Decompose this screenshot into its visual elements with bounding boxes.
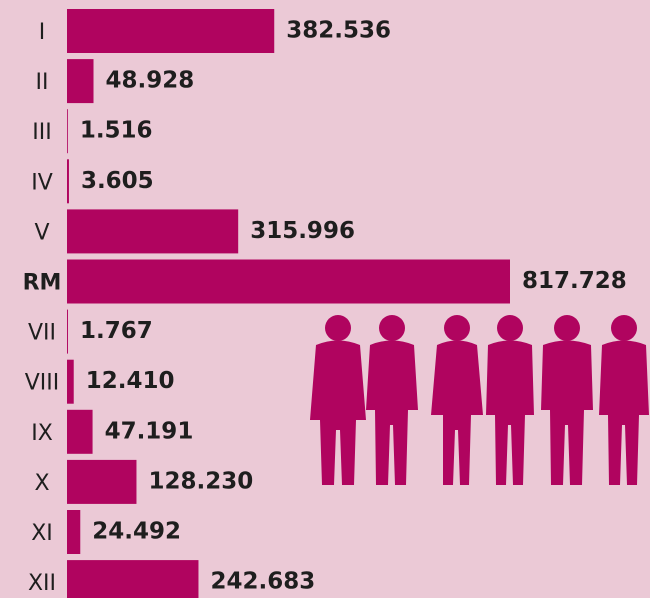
bar <box>67 310 68 354</box>
bar <box>67 209 238 253</box>
value-label: 1.516 <box>80 118 153 144</box>
value-label: 47.191 <box>105 418 194 444</box>
bar <box>67 560 198 598</box>
value-label: 48.928 <box>106 68 195 94</box>
value-label: 242.683 <box>210 569 315 595</box>
value-label: 817.728 <box>522 268 627 294</box>
category-label: IV <box>31 170 53 195</box>
value-label: 24.492 <box>92 519 181 545</box>
category-label: X <box>34 471 49 496</box>
category-label: I <box>39 20 46 45</box>
bar <box>67 9 274 53</box>
value-label: 1.767 <box>80 318 153 344</box>
page: {"chart_data": {"type": "bar", "orientat… <box>0 0 650 598</box>
value-label: 3.605 <box>81 168 154 194</box>
bar <box>67 159 69 203</box>
bar <box>67 109 68 153</box>
bar <box>67 360 74 404</box>
category-label: III <box>32 120 51 145</box>
category-label: VIII <box>25 371 60 396</box>
category-label: VII <box>28 321 56 346</box>
value-label: 128.230 <box>148 468 253 494</box>
category-label: XI <box>31 521 53 546</box>
bar <box>67 59 94 103</box>
bar <box>67 510 80 554</box>
value-label: 382.536 <box>286 18 391 44</box>
chart: I 382.536 II 48.928 III 1.516 IV 3.605 V 315.996 R… <box>0 0 650 598</box>
category-label: RM <box>23 271 62 296</box>
category-label: IX <box>31 421 53 446</box>
value-label: 315.996 <box>250 218 355 244</box>
bar <box>67 460 136 504</box>
value-label: 12.410 <box>86 368 175 394</box>
bar <box>67 260 510 304</box>
category-label: V <box>34 220 49 245</box>
category-label: XII <box>28 571 56 596</box>
bar <box>67 410 93 454</box>
category-label: II <box>36 70 49 95</box>
